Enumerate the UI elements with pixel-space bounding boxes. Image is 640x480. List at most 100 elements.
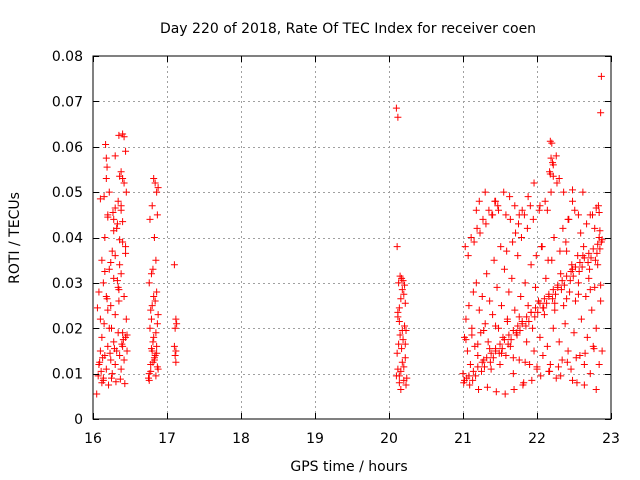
data-point [111,311,119,319]
data-point [490,256,498,264]
x-tick-label: 20 [380,431,398,447]
data-point [579,188,587,196]
data-point [519,381,527,389]
data-point [503,317,511,325]
data-point [568,261,576,269]
data-point [400,363,408,371]
data-point [509,327,517,335]
data-point [492,197,500,205]
data-point [489,211,497,219]
data-point [469,376,477,384]
data-point [540,295,548,303]
data-point [570,329,578,337]
data-point [398,358,406,366]
data-point [486,358,494,366]
data-point [577,315,585,323]
data-point [510,386,518,394]
data-point [580,381,588,389]
data-point [117,365,125,373]
data-point [554,363,562,371]
data-point [527,261,535,269]
data-point [515,220,522,228]
data-point [567,268,575,276]
data-point [563,247,571,255]
data-point [104,306,112,314]
data-point [587,254,595,262]
data-point [398,345,406,353]
data-point [469,367,477,375]
data-point [102,365,110,373]
y-axis-label: ROTI / TECUs [7,192,23,284]
data-point [460,376,468,384]
data-point [537,372,545,380]
data-point [393,349,401,357]
data-point [172,358,180,366]
y-tick-label: 0.01 [52,367,83,383]
data-point [170,261,178,269]
data-point [549,172,557,180]
data-point [151,297,159,305]
data-point [549,324,557,332]
data-point [115,131,123,139]
data-point [117,270,125,278]
data-point [567,365,575,373]
data-point [171,324,179,332]
data-point [524,193,532,201]
data-point [468,331,476,339]
data-point [597,109,605,117]
data-point [149,338,157,346]
data-point [110,274,118,282]
data-point [153,342,161,350]
data-point [111,204,119,212]
data-point [116,375,124,383]
data-point [99,354,107,362]
data-point [586,211,594,219]
data-point [534,308,542,316]
x-tick-label: 18 [232,431,250,447]
data-point [556,247,564,255]
data-point [521,358,529,366]
data-point [591,224,599,232]
data-point [476,229,484,237]
data-point [528,376,536,384]
data-point [99,279,107,287]
data-point [475,197,483,205]
data-point [100,193,108,201]
data-point [147,306,155,314]
data-point [111,152,119,160]
data-point [466,381,474,389]
data-point [394,113,402,121]
data-point [98,256,106,264]
data-point [569,272,577,280]
data-point [467,234,475,241]
data-point [482,220,490,228]
data-point [536,202,544,210]
data-point [116,351,124,359]
data-point [548,139,556,147]
data-point [153,349,161,357]
data-point [566,277,574,285]
data-point [396,272,404,280]
data-point [500,265,508,273]
data-point [107,302,115,310]
data-point [397,295,405,303]
data-point [593,249,601,257]
data-point [152,372,160,380]
data-point [580,361,588,369]
data-point [474,340,482,348]
data-point [119,175,127,183]
data-point [578,263,586,271]
data-point [116,261,124,269]
data-point [571,297,579,305]
data-point [146,215,154,223]
data-point [472,279,480,287]
data-point [536,333,544,341]
data-point [515,313,523,321]
data-point [547,188,555,196]
data-point [95,288,103,296]
data-point [592,324,600,332]
data-point [472,372,480,380]
data-point [117,168,125,176]
data-point [575,268,583,276]
data-point [486,297,494,305]
